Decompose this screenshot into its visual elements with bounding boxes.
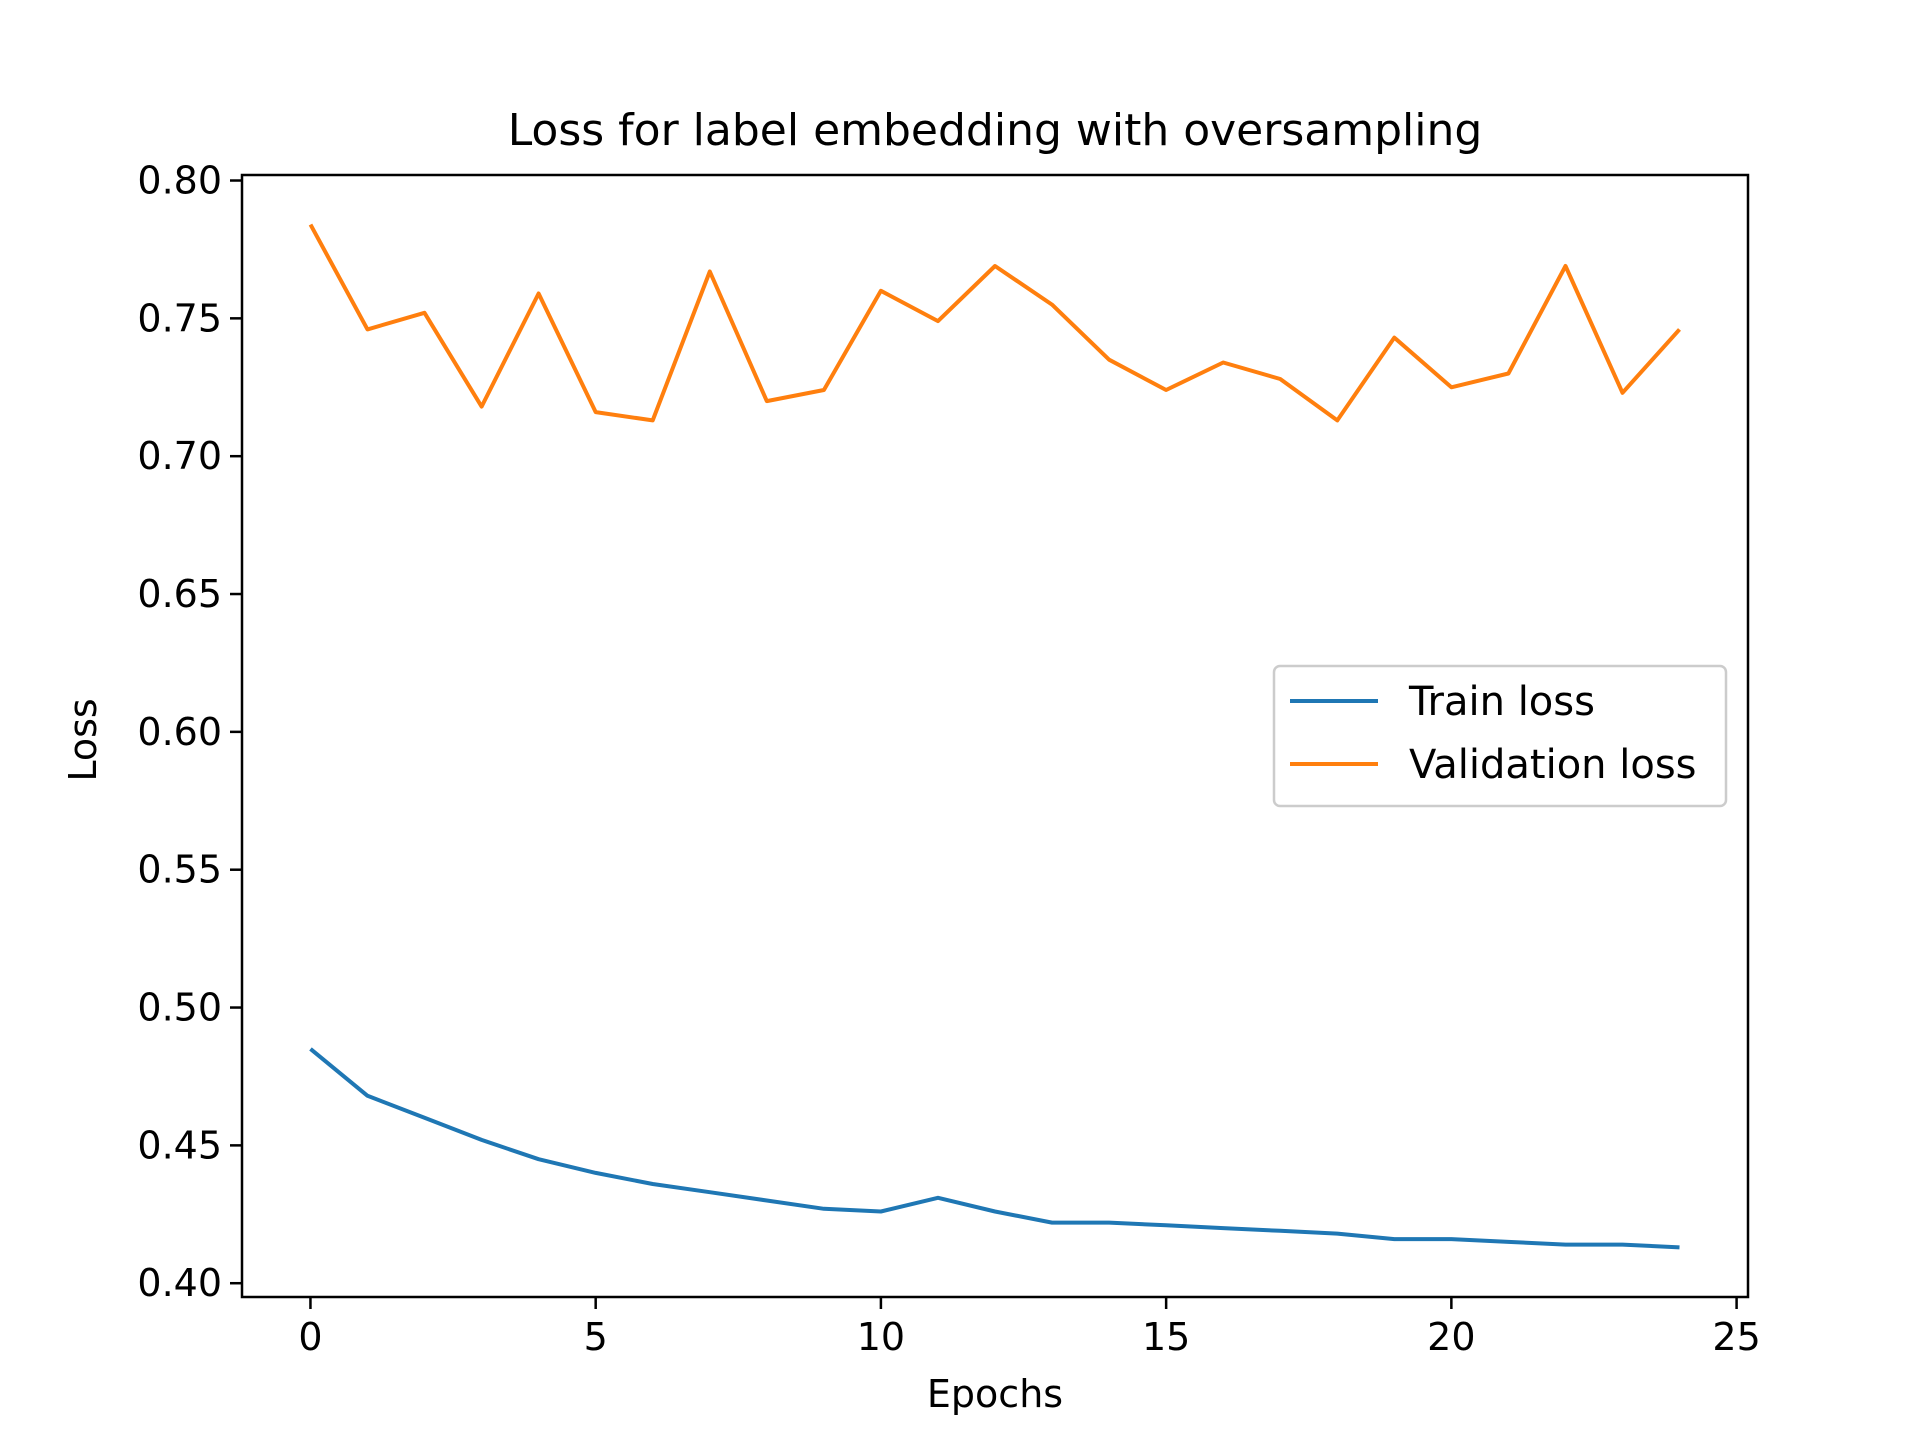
- x-tick-label: 5: [584, 1315, 608, 1359]
- y-tick-label: 0.50: [137, 986, 222, 1030]
- legend-box: [1272, 664, 1728, 808]
- series-line-train-loss: [309, 1047, 1680, 1250]
- y-tick-label: 0.75: [137, 296, 222, 340]
- axes: 0 5 10 15 20 25 0.40 0.45 0.50 0.55 0.60 0.65 0.70 0.…: [137, 159, 1760, 1359]
- legend-label: Train loss: [1408, 679, 1595, 725]
- y-tick-label: 0.60: [137, 710, 222, 754]
- x-tick-label: 10: [857, 1315, 905, 1359]
- y-tick-label: 0.65: [137, 572, 222, 616]
- y-tick-label: 0.45: [137, 1123, 222, 1167]
- plot-frame: [240, 173, 1750, 1299]
- y-tick-label: 0.70: [137, 434, 222, 478]
- x-tick-label: 15: [1142, 1315, 1190, 1359]
- y-tick-label: 0.55: [137, 848, 222, 892]
- x-tick-label: 0: [298, 1315, 322, 1359]
- chart-title: Loss for label embedding with oversampli…: [508, 105, 1483, 156]
- x-tick-label: 25: [1712, 1315, 1760, 1359]
- x-tick-label: 20: [1427, 1315, 1475, 1359]
- y-axis-label: Loss: [61, 698, 105, 781]
- y-tick-label: 0.80: [137, 159, 222, 203]
- series-line-validation-loss: [308, 223, 1681, 423]
- y-tick-label: 0.40: [137, 1261, 222, 1305]
- x-axis-label: Epochs: [927, 1372, 1063, 1416]
- plot-lines: [308, 223, 1681, 1250]
- legend: Train loss Validation loss: [1272, 664, 1728, 808]
- legend-label: Validation loss: [1409, 742, 1697, 788]
